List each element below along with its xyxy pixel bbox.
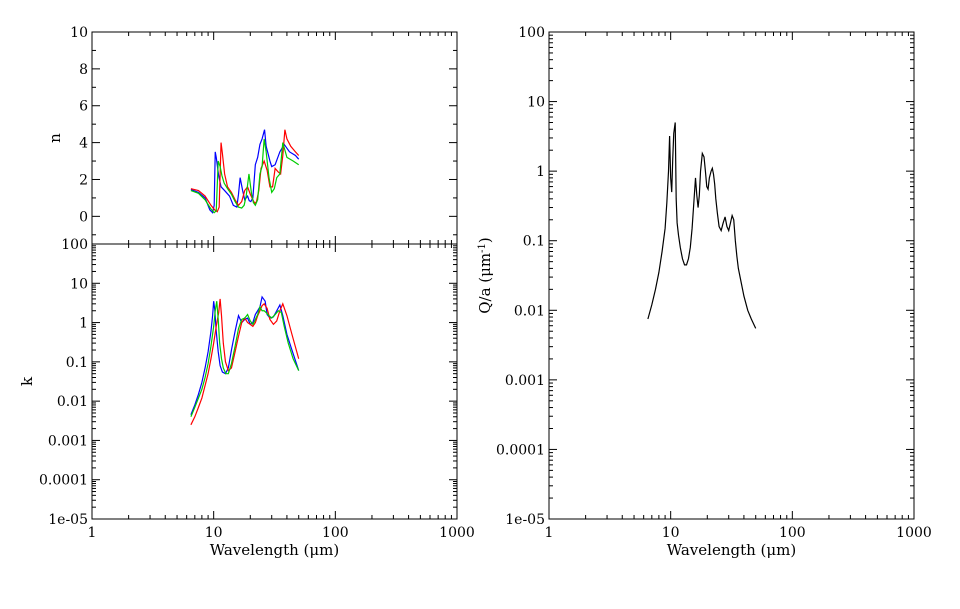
series-line-2 bbox=[190, 298, 300, 426]
y-tick-label: 2 bbox=[79, 172, 88, 188]
x-tick-label: 10 bbox=[205, 525, 223, 541]
series-line-1 bbox=[190, 295, 300, 415]
y-tick-label: 0 bbox=[79, 209, 88, 225]
plot-frame bbox=[91, 243, 458, 520]
y-tick-label: 0.01 bbox=[514, 303, 545, 319]
y-tick-label: 100 bbox=[518, 25, 545, 41]
x-tick-label: 1000 bbox=[896, 525, 932, 541]
y-tick-label: 0.1 bbox=[66, 355, 88, 371]
x-tick-label: 100 bbox=[779, 525, 806, 541]
y-tick-label: 0.01 bbox=[57, 394, 88, 410]
x-axis-label: Wavelength (μm) bbox=[210, 541, 339, 559]
y-tick-label: 1 bbox=[79, 316, 88, 332]
series-line-1 bbox=[647, 122, 757, 329]
plot-frame bbox=[548, 31, 915, 520]
series-line-1 bbox=[190, 129, 300, 214]
x-tick-label: 1 bbox=[88, 525, 97, 541]
x-tick-label: 10 bbox=[662, 525, 680, 541]
y-tick-label: 0.001 bbox=[48, 433, 88, 449]
y-tick-label: 10 bbox=[70, 25, 88, 41]
y-tick-label: 100 bbox=[61, 237, 88, 253]
panel-n: 0 2 4 6 8 10 n bbox=[46, 25, 458, 245]
y-tick-label: 1e-05 bbox=[505, 512, 545, 528]
y-tick-label: 1e-05 bbox=[48, 512, 88, 528]
series-line-3 bbox=[190, 301, 300, 418]
y-tick-label: 10 bbox=[527, 95, 545, 111]
y-tick-label: 4 bbox=[79, 136, 88, 152]
x-tick-label: 100 bbox=[322, 525, 349, 541]
x-tick-label: 1000 bbox=[439, 525, 475, 541]
y-tick-label: 6 bbox=[79, 99, 88, 115]
y-tick-label: 0.001 bbox=[505, 373, 545, 389]
y-tick-label: 0.1 bbox=[523, 234, 545, 250]
y-tick-label: 0.0001 bbox=[39, 473, 88, 489]
panel-k: 1 10 100 10001e-050.00010.0010.010.1110100W… bbox=[18, 237, 475, 559]
y-axis-label: Q/a (μm-1) bbox=[476, 237, 494, 314]
plot-frame bbox=[91, 31, 458, 245]
x-axis-label: Wavelength (μm) bbox=[667, 541, 796, 559]
y-tick-label: 0.0001 bbox=[496, 442, 545, 458]
x-tick-label: 1 bbox=[545, 525, 554, 541]
y-tick-label: 8 bbox=[79, 62, 88, 78]
y-tick-label: 1 bbox=[536, 164, 545, 180]
y-tick-label: 10 bbox=[70, 276, 88, 292]
series-line-3 bbox=[190, 138, 300, 214]
panel-q: 1 10 100 10001e-050.00010.0010.010.1110100W… bbox=[476, 25, 932, 559]
y-axis-label: k bbox=[18, 376, 36, 386]
y-axis-label: n bbox=[46, 133, 64, 143]
